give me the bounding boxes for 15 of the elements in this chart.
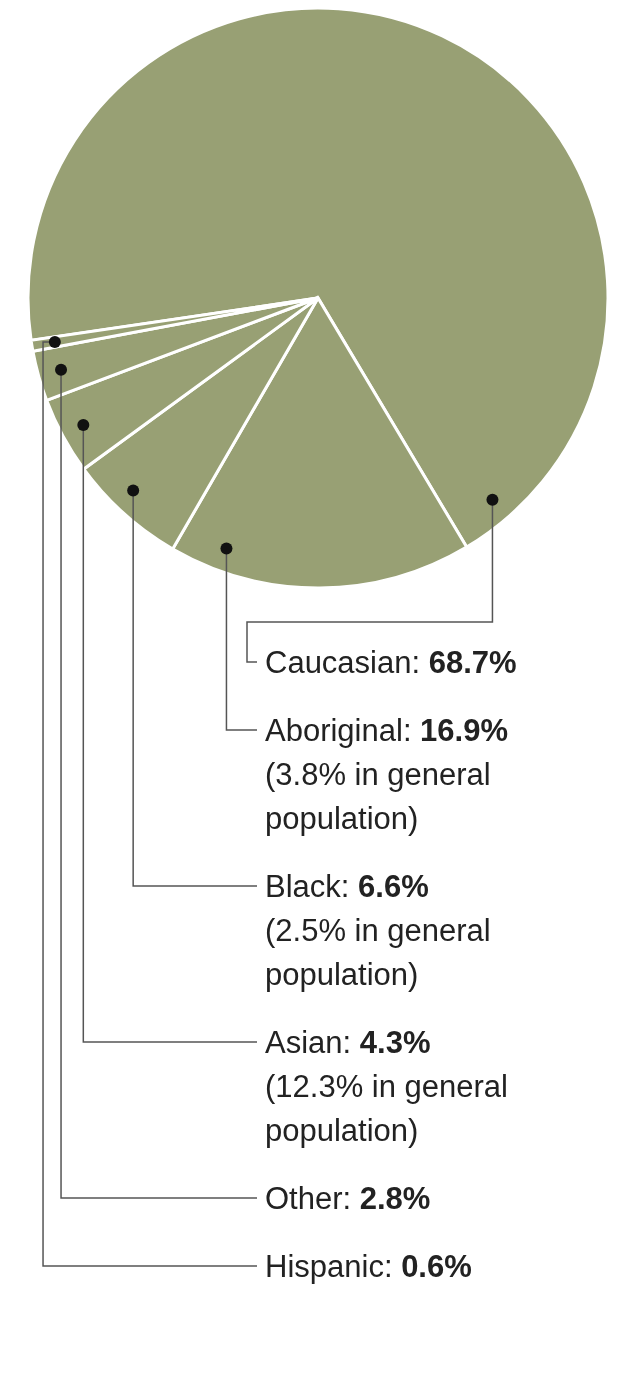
text: (3.8% in general population) [265,756,491,836]
data-label: : 2.8% [342,1180,431,1216]
slice-label: Aboriginal [265,712,403,748]
slice-label: Black [265,868,342,904]
data-label: : 68.7% [411,644,517,680]
data-label: : 4.3% [342,1024,431,1060]
data-label: : 0.6% [383,1248,472,1284]
data-label: : 16.9% [402,712,509,748]
text: (2.5% in general population) [265,912,491,992]
slice-label: Asian [265,1024,343,1060]
slice-label: Hispanic [265,1248,384,1284]
slice-label: Other [265,1180,343,1216]
text: (12.3% in general population) [265,1068,508,1148]
data-label: : 6.6% [340,868,429,904]
slice-label: Caucasian [265,644,412,680]
